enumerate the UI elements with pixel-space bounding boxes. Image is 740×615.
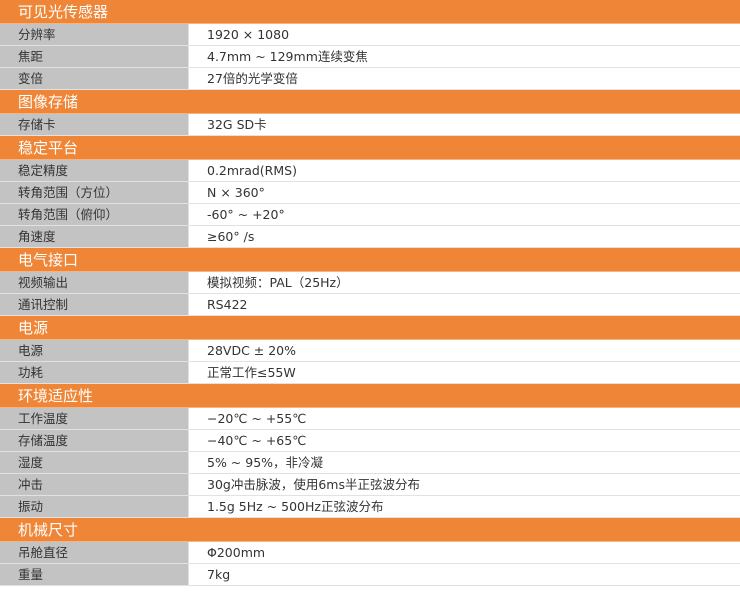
table-row: 湿度 5% ~ 95%，非冷凝 (0, 452, 740, 474)
table-row: 焦距 4.7mm ~ 129mm连续变焦 (0, 46, 740, 68)
table-row: 功耗 正常工作≤55W (0, 362, 740, 384)
spec-label: 冲击 (0, 474, 189, 495)
spec-label: 重量 (0, 564, 189, 585)
spec-label: 湿度 (0, 452, 189, 473)
spec-value: RS422 (189, 294, 740, 315)
table-row: 通讯控制 RS422 (0, 294, 740, 316)
spec-label: 工作温度 (0, 408, 189, 429)
table-row: 存储温度 −40℃ ~ +65℃ (0, 430, 740, 452)
spec-value: 1920 × 1080 (189, 24, 740, 45)
table-row: 角速度 ≥60° /s (0, 226, 740, 248)
table-row: 变倍 27倍的光学变倍 (0, 68, 740, 90)
section-header: 电源 (0, 316, 740, 340)
spec-label: 转角范围（俯仰） (0, 204, 189, 225)
spec-label: 稳定精度 (0, 160, 189, 181)
table-row: 转角范围（方位） N × 360° (0, 182, 740, 204)
spec-value: 4.7mm ~ 129mm连续变焦 (189, 46, 740, 67)
table-row: 重量 7kg (0, 564, 740, 586)
spec-value: 1.5g 5Hz ~ 500Hz正弦波分布 (189, 496, 740, 517)
table-row: 电源 28VDC ± 20% (0, 340, 740, 362)
table-row: 转角范围（俯仰） -60° ~ +20° (0, 204, 740, 226)
table-row: 分辨率 1920 × 1080 (0, 24, 740, 46)
spec-label: 分辨率 (0, 24, 189, 45)
spec-value: 模拟视频：PAL（25Hz） (189, 272, 740, 293)
spec-label: 视频输出 (0, 272, 189, 293)
spec-value: -60° ~ +20° (189, 204, 740, 225)
spec-value: 正常工作≤55W (189, 362, 740, 383)
spec-label: 存储卡 (0, 114, 189, 135)
spec-value: 7kg (189, 564, 740, 585)
section-header: 可见光传感器 (0, 0, 740, 24)
spec-value: Φ200mm (189, 542, 740, 563)
section-header: 机械尺寸 (0, 518, 740, 542)
spec-value: 30g冲击脉波，使用6ms半正弦波分布 (189, 474, 740, 495)
spec-value: 0.2mrad(RMS) (189, 160, 740, 181)
spec-label: 存储温度 (0, 430, 189, 451)
spec-label: 焦距 (0, 46, 189, 67)
table-row: 存储卡 32G SD卡 (0, 114, 740, 136)
spec-value: 28VDC ± 20% (189, 340, 740, 361)
spec-value: 5% ~ 95%，非冷凝 (189, 452, 740, 473)
section-header: 环境适应性 (0, 384, 740, 408)
spec-value: 27倍的光学变倍 (189, 68, 740, 89)
spec-label: 通讯控制 (0, 294, 189, 315)
spec-label: 电源 (0, 340, 189, 361)
table-row: 工作温度 −20℃ ~ +55℃ (0, 408, 740, 430)
spec-label: 吊舱直径 (0, 542, 189, 563)
spec-label: 角速度 (0, 226, 189, 247)
table-row: 稳定精度 0.2mrad(RMS) (0, 160, 740, 182)
spec-value: N × 360° (189, 182, 740, 203)
spec-value: −20℃ ~ +55℃ (189, 408, 740, 429)
spec-label: 功耗 (0, 362, 189, 383)
spec-label: 转角范围（方位） (0, 182, 189, 203)
table-row: 振动 1.5g 5Hz ~ 500Hz正弦波分布 (0, 496, 740, 518)
section-header: 电气接口 (0, 248, 740, 272)
section-header: 稳定平台 (0, 136, 740, 160)
table-row: 吊舱直径 Φ200mm (0, 542, 740, 564)
table-row: 视频输出 模拟视频：PAL（25Hz） (0, 272, 740, 294)
spec-label: 振动 (0, 496, 189, 517)
table-row: 冲击 30g冲击脉波，使用6ms半正弦波分布 (0, 474, 740, 496)
spec-value: 32G SD卡 (189, 114, 740, 135)
spec-label: 变倍 (0, 68, 189, 89)
spec-value: ≥60° /s (189, 226, 740, 247)
spec-value: −40℃ ~ +65℃ (189, 430, 740, 451)
section-header: 图像存储 (0, 90, 740, 114)
spec-table: 可见光传感器 分辨率 1920 × 1080 焦距 4.7mm ~ 129mm连续变焦变… (0, 0, 740, 586)
